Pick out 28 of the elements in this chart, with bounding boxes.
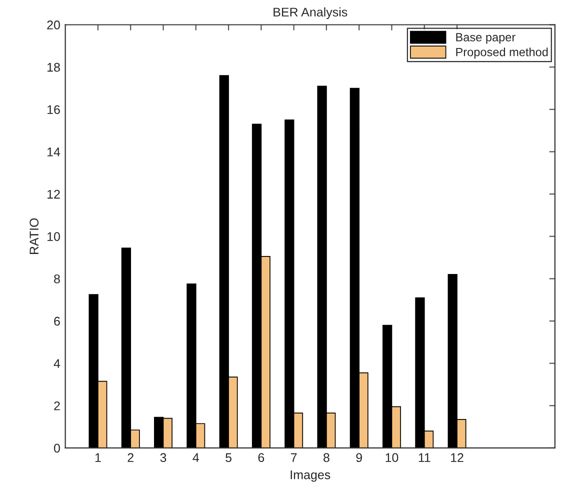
x-tick-label: 3 — [160, 453, 166, 462]
y-tick-label: 20 — [47, 20, 60, 30]
x-tick-label: 5 — [226, 453, 232, 462]
y-tick-label: 16 — [48, 105, 60, 114]
x-tick-label: 9 — [356, 453, 362, 462]
x-tick-label: 2 — [128, 453, 134, 462]
y-tick-label: 18 — [48, 62, 60, 72]
x-tick-label: 12 — [451, 453, 464, 462]
legend-label: Proposed method — [456, 48, 548, 59]
y-tick-label: 2 — [54, 401, 60, 410]
legend-label: Base paper — [456, 33, 516, 44]
x-tick-label: 8 — [324, 453, 330, 462]
y-tick-label: 0 — [54, 444, 60, 453]
y-tick-label: 4 — [54, 359, 60, 368]
chart-title: BER Analysis — [274, 7, 348, 20]
x-tick-label: 6 — [258, 453, 264, 462]
x-tick-label: 7 — [290, 453, 297, 462]
x-tick-label: 4 — [192, 453, 199, 462]
y-tick-label: 12 — [48, 190, 60, 199]
x-tick-label: 10 — [386, 453, 398, 462]
y-tick-label: 8 — [54, 274, 60, 284]
y-tick-label: 14 — [48, 148, 60, 156]
y-axis-title: RATIO — [30, 218, 39, 254]
x-tick-label: 1 — [95, 453, 101, 462]
x-axis-title: Images — [290, 470, 330, 482]
x-tick-label: 11 — [418, 453, 430, 462]
y-tick-label: 10 — [48, 232, 60, 242]
y-tick-label: 6 — [54, 316, 60, 326]
